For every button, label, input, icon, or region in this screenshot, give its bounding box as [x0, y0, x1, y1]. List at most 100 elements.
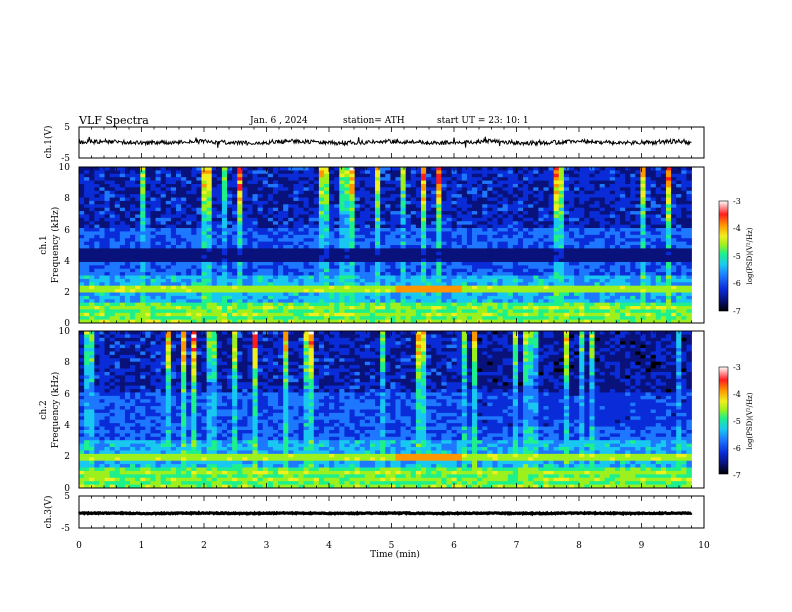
ch1-spectrogram-cell [415, 234, 422, 239]
ch1-spectrogram-cell [655, 197, 662, 202]
ch1-spectrogram-cell [436, 183, 442, 188]
ch1-spectrogram-cell [308, 299, 315, 304]
ch1-spectrogram-cell [686, 265, 692, 270]
ch1-spectrogram-cell [278, 211, 284, 215]
ch1-spectrogram-cell [114, 221, 121, 226]
ch1-spectrogram-cell [155, 268, 162, 273]
ch1-spectrogram-cell [165, 207, 172, 212]
header-start-ut: start UT = 23: 10: 1 [437, 116, 529, 126]
ch1-spectrogram-cell [201, 238, 207, 243]
ch1-spectrogram-cell [257, 207, 264, 212]
ch1-spectrogram-cell [375, 238, 381, 243]
ch1-spectrogram-cell [196, 228, 202, 232]
ch1-spectrogram-cell [492, 255, 498, 259]
ch1-spectrogram-cell [497, 292, 504, 297]
ch1-spectrogram-cell [135, 228, 141, 232]
ch1-spectrogram-cell [216, 278, 223, 283]
ch1-spectrogram-cell [242, 306, 248, 310]
ch1-spectrogram-cell [257, 275, 264, 280]
ch1-spectrogram-cell [109, 272, 116, 276]
ch1-spectrogram-cell [232, 211, 238, 215]
ch1-spectrogram-cell [140, 177, 146, 181]
ch1-spectrogram-cell [426, 302, 432, 307]
ch1-spectrogram-cell [472, 261, 478, 266]
ch1-spectrogram-cell [390, 265, 396, 270]
ch1-spectrogram-cell [609, 282, 616, 287]
ch1-spectrogram-cell [313, 292, 320, 297]
ch1-spectrogram-cell [272, 224, 279, 229]
ch1-spectrogram-cell [487, 190, 493, 195]
ch1-spectrogram-cell [349, 245, 356, 249]
ch1-spectrogram-cell [181, 224, 187, 229]
ch1-spectrogram-cell [548, 292, 555, 297]
ch1-spectrogram-cell [558, 299, 565, 304]
ch1-spectrogram-cell [635, 261, 641, 266]
ch1-spectrogram-cell [237, 255, 243, 259]
ch1-spectrogram-cell [558, 234, 565, 239]
ch1-spectrogram-cell [191, 245, 197, 249]
ch1-spectrogram-cell [114, 265, 121, 270]
ch1-spectrogram-cell [89, 180, 95, 185]
ch1-spectrogram-cell [482, 211, 488, 215]
ch1-spectrogram-cell [681, 217, 687, 222]
ch1-spectrogram-cell [79, 251, 85, 256]
ch1-spectrogram-cell [390, 278, 396, 283]
ch1-spectrogram-cell [329, 238, 335, 243]
ch1-spectrogram-cell [512, 255, 519, 259]
ch1-spectrogram-cell [553, 224, 560, 229]
ch1-spectrogram-cell [191, 268, 197, 273]
ch1-spectrogram-cell [681, 255, 687, 259]
ch1-spectrogram-cell [186, 251, 192, 256]
ch1-spectrogram-cell [354, 180, 361, 185]
ch1-spectrogram-cell [257, 231, 264, 236]
ch1-spectrogram-cell [569, 272, 575, 276]
ch1-spectrogram-cell [574, 228, 580, 232]
ch1-spectrogram-cell [558, 282, 565, 287]
ch1-spectrogram-cell [599, 173, 606, 178]
ch1-spectrogram-cell [523, 180, 529, 185]
ch1-spectrogram-cell [124, 234, 131, 239]
ch1-spectrogram-cell [135, 306, 141, 310]
ch1-spectrogram-cell [665, 180, 672, 185]
ch1-spectrogram-cell [186, 245, 192, 249]
ch1-spectrogram-cell [563, 251, 570, 256]
ch1-spectrogram-cell [211, 207, 218, 212]
ch1-spectrogram-cell [410, 289, 417, 293]
ch1-spectrogram-cell [584, 241, 590, 246]
ch1-spectrogram-cell [477, 200, 483, 205]
ch1-spectrogram-cell [211, 190, 218, 195]
ch1-spectrogram-cell [369, 234, 376, 239]
ch1-spectrogram-cell [400, 170, 407, 175]
ch1-spectrogram-cell [405, 251, 412, 256]
ch1-spectrogram-cell [548, 200, 555, 205]
ch1-spectrogram-cell [497, 255, 504, 259]
ch1-spectrogram-cell [640, 282, 646, 287]
ch1-spectrogram-cell [283, 292, 289, 297]
ch1-spectrogram-cell [660, 224, 667, 229]
ch1-spectrogram-cell [232, 173, 238, 178]
ch1-spectrogram-cell [262, 228, 269, 232]
ch1-spectrogram-cell [609, 299, 616, 304]
ch1-spectrogram-cell [278, 289, 284, 293]
ch1-spectrogram-cell [599, 238, 606, 243]
ch1-spectrogram-cell [364, 228, 371, 232]
ch1-spectrogram-cell [507, 278, 514, 283]
ch1-spectrogram-cell [405, 258, 412, 263]
ch1-spectrogram-cell [517, 299, 524, 304]
ch1-spectrogram-cell [145, 299, 151, 304]
ch1-spectrogram-cell [227, 167, 233, 171]
ch1-spectrogram-cell [563, 245, 570, 249]
ch1-spectrogram-cell [124, 245, 131, 249]
ch1-spectrogram-cell [135, 241, 141, 246]
ch1-spectrogram-cell [635, 238, 641, 243]
ch1-spectrogram-cell [436, 194, 442, 198]
ch1-spectrogram-cell [227, 217, 233, 222]
ch1-spectrogram-cell [594, 289, 601, 293]
ch1-spectrogram-cell [538, 224, 544, 229]
ch1-spectrogram-cell [369, 261, 376, 266]
ch1-spectrogram-cell [456, 255, 463, 259]
ch1-spectrogram-cell [395, 183, 401, 188]
ch1-spectrogram-cell [543, 299, 549, 304]
ch1-spectrogram-cell [584, 238, 590, 243]
ch1-spectrogram-cell [604, 183, 611, 188]
